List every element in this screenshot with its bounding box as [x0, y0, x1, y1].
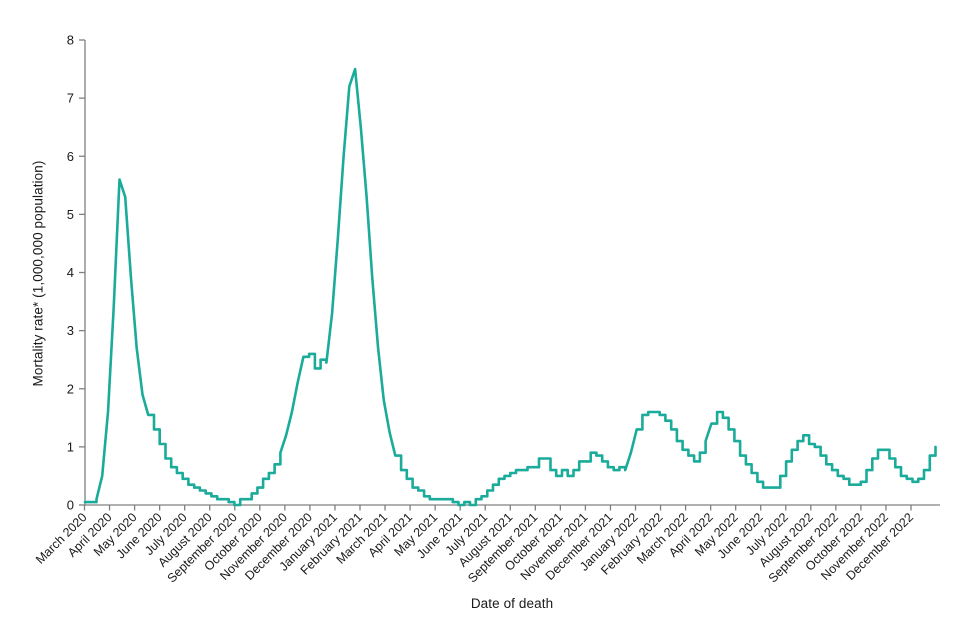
x-axis-title: Date of death — [470, 596, 554, 611]
y-tick-label: 8 — [67, 33, 74, 48]
y-tick-label: 0 — [67, 498, 74, 513]
y-tick-label: 2 — [67, 381, 74, 396]
y-tick-label: 1 — [67, 439, 74, 454]
axes — [84, 40, 940, 506]
y-tick-label: 7 — [67, 91, 74, 106]
y-tick-label: 3 — [67, 323, 74, 338]
mortality-rate-line — [83, 67, 937, 507]
y-tick-label: 5 — [67, 207, 74, 222]
y-tick-label: 6 — [67, 149, 74, 164]
y-tick-label: 4 — [67, 265, 74, 280]
